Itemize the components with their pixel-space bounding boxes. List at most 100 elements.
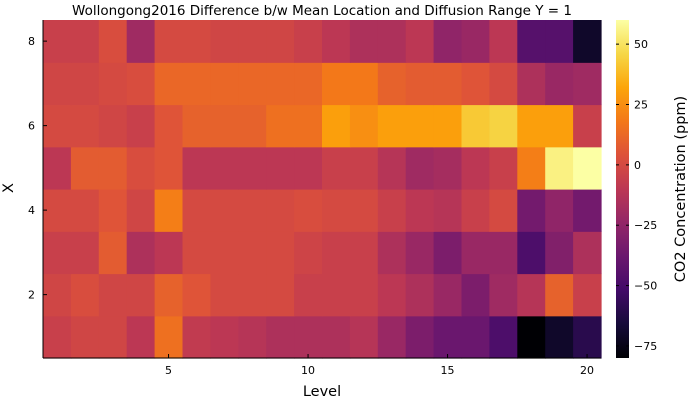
heatmap-cell: [322, 146, 351, 190]
heatmap-cell: [405, 146, 435, 190]
heatmap-cell: [461, 189, 490, 232]
heatmap-cell: [70, 231, 100, 275]
heatmap-cell: [322, 231, 351, 275]
heatmap-cell: [433, 189, 463, 232]
heatmap-cell: [322, 20, 351, 63]
heatmap-cell: [43, 189, 72, 232]
x-tick-label: 20: [580, 364, 594, 377]
heatmap-cell: [573, 104, 602, 148]
colorbar-tick-label: 50: [634, 38, 648, 51]
heatmap-cell: [266, 146, 295, 190]
x-tick-label: 15: [441, 364, 455, 377]
heatmap-cell: [294, 189, 323, 232]
heatmap-cell: [154, 104, 184, 148]
heatmap-cell: [266, 315, 295, 359]
y-axis-label: X: [1, 183, 17, 193]
heatmap-cell: [517, 273, 546, 317]
heatmap-cell: [461, 62, 490, 106]
heatmap-cell: [377, 104, 407, 148]
heatmap-cell: [573, 20, 602, 63]
colorbar: [616, 20, 629, 358]
heatmap-cell: [126, 20, 156, 63]
heatmap-cell: [573, 189, 602, 232]
heatmap-cell: [154, 273, 184, 317]
heatmap-cell: [294, 20, 323, 63]
heatmap-cell: [573, 315, 602, 359]
heatmap-cell: [238, 62, 267, 106]
heatmap-cell: [433, 62, 463, 106]
colorbar-tick-label: 25: [634, 99, 648, 112]
heatmap-cell: [545, 146, 574, 190]
y-tick-label: 6: [28, 120, 35, 133]
chart-title: Wollongong2016 Difference b/w Mean Locat…: [72, 3, 572, 19]
heatmap-cell: [266, 104, 295, 148]
heatmap-cell: [210, 315, 239, 359]
heatmap-cell: [182, 146, 211, 190]
heatmap-cell: [489, 273, 518, 317]
heatmap-cell: [322, 62, 351, 106]
heatmap-cell: [70, 104, 100, 148]
x-axis-ticks: 5 10 15 20: [165, 354, 594, 377]
heatmap-cell: [70, 62, 100, 106]
heatmap-cell: [377, 62, 407, 106]
heatmap-cell: [154, 20, 184, 63]
heatmap-cell: [545, 231, 574, 275]
heatmap-cell: [517, 315, 546, 359]
heatmap-cell: [70, 273, 100, 317]
heatmap-cell: [70, 189, 100, 232]
heatmap-cell: [43, 62, 72, 106]
heatmap-cell: [182, 273, 211, 317]
heatmap-cell: [489, 231, 518, 275]
heatmap-cell: [349, 104, 379, 148]
heatmap-cell: [405, 273, 435, 317]
heatmap-cell: [154, 146, 184, 190]
heatmap-cell: [433, 20, 463, 63]
heatmap-cell: [517, 146, 546, 190]
heatmap-cell: [210, 189, 239, 232]
heatmap-cell: [154, 231, 184, 275]
heatmap-cell: [126, 189, 156, 232]
heatmap-cell: [210, 20, 239, 63]
heatmap-cell: [210, 62, 239, 106]
heatmap-cell: [461, 104, 490, 148]
heatmap-cell: [545, 189, 574, 232]
heatmap-cell: [377, 231, 407, 275]
heatmap-cell: [573, 273, 602, 317]
heatmap-cell: [322, 189, 351, 232]
heatmap-cell: [405, 231, 435, 275]
heatmap-cell: [377, 315, 407, 359]
heatmap-cell: [182, 231, 211, 275]
heatmap-cell: [210, 231, 239, 275]
heatmap-cell: [461, 315, 490, 359]
plot-axes: [42, 20, 601, 359]
heatmap-cell: [349, 20, 379, 63]
heatmap-cell: [573, 62, 602, 106]
heatmap-cell: [43, 20, 72, 63]
heatmap-cell: [98, 146, 128, 190]
heatmap-cell: [433, 104, 463, 148]
y-tick-label: 2: [28, 289, 35, 302]
heatmap-cell: [573, 231, 602, 275]
heatmap-cell: [461, 146, 490, 190]
heatmap-cell: [182, 20, 211, 63]
heatmap-cell: [349, 273, 379, 317]
heatmap-cell: [545, 62, 574, 106]
heatmap-cell: [294, 273, 323, 317]
heatmap-cell: [210, 104, 239, 148]
colorbar-label: CO2 Concentration (ppm): [673, 96, 689, 282]
heatmap-cell: [238, 315, 267, 359]
colorbar-tick-label: −50: [634, 280, 657, 293]
heatmap-cell: [294, 231, 323, 275]
heatmap-cell: [182, 104, 211, 148]
heatmap-cell: [405, 104, 435, 148]
heatmap-cell: [154, 62, 184, 106]
heatmap-cell: [377, 146, 407, 190]
heatmap-cell: [322, 315, 351, 359]
heatmap-cell: [126, 273, 156, 317]
heatmap-cell: [294, 104, 323, 148]
heatmap-cell: [238, 20, 267, 63]
heatmap-cell: [210, 146, 239, 190]
heatmap-cell: [266, 231, 295, 275]
heatmap-cell: [70, 315, 100, 359]
x-tick-label: 10: [301, 364, 315, 377]
